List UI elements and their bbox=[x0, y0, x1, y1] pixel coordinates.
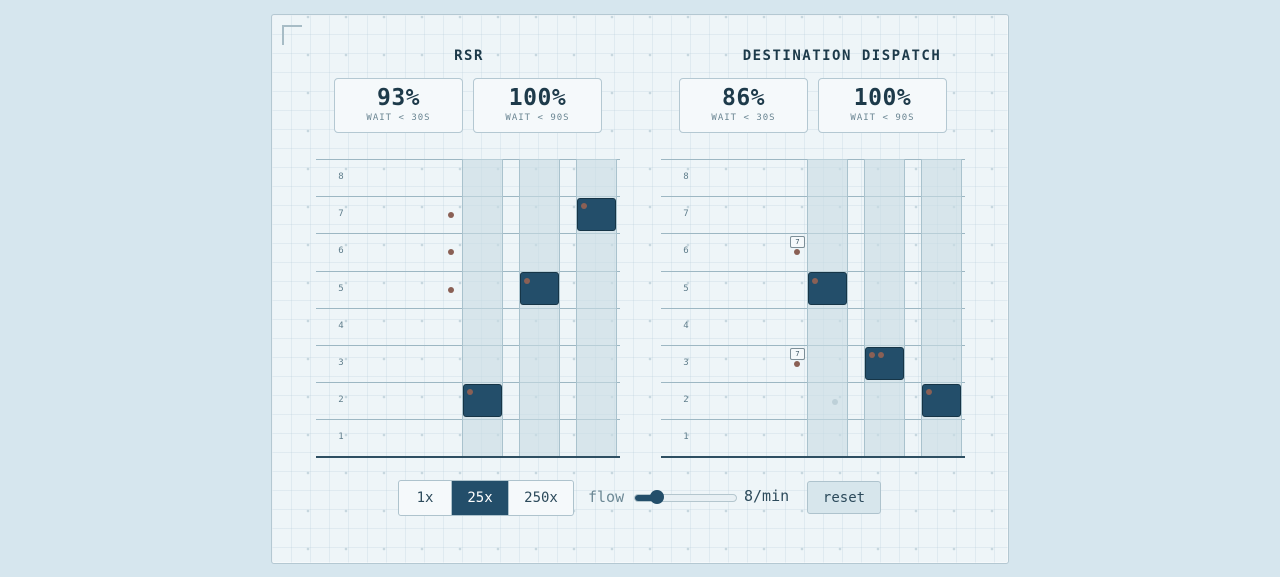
rider-dot bbox=[581, 203, 587, 210]
section-title-destination-dispatch: DESTINATION DISPATCH bbox=[742, 48, 942, 64]
flow-value: 8/min bbox=[744, 487, 790, 505]
floor-number: 1 bbox=[683, 432, 689, 443]
waiting-rider-dot bbox=[794, 361, 800, 367]
stat-rsr-wait-30: 93% WAIT < 30S bbox=[334, 78, 463, 133]
floor-number: 6 bbox=[338, 246, 344, 257]
destination-tag: 7 bbox=[790, 348, 805, 360]
floor-number: 4 bbox=[338, 320, 344, 331]
stat-dd-wait-90: 100% WAIT < 90S bbox=[818, 78, 947, 133]
floor-number: 2 bbox=[683, 395, 689, 406]
speed-button-1x[interactable]: 1x bbox=[416, 490, 434, 506]
floor-number: 4 bbox=[683, 320, 689, 331]
floor-number: 1 bbox=[338, 432, 344, 443]
floor-number: 2 bbox=[338, 395, 344, 406]
elevator-shaft bbox=[519, 159, 560, 456]
flow-slider-fill bbox=[635, 495, 658, 501]
rider-dot bbox=[926, 389, 932, 396]
stat-dd-wait-30: 86% WAIT < 30S bbox=[679, 78, 808, 133]
floor-number: 6 bbox=[683, 246, 689, 257]
speed-button-25x[interactable]: 25x bbox=[451, 481, 508, 515]
speed-button-250x[interactable]: 250x bbox=[508, 481, 573, 515]
waiting-rider-dot bbox=[794, 249, 800, 256]
rider-dot bbox=[524, 277, 530, 284]
reset-button[interactable]: reset bbox=[807, 481, 881, 514]
floor-number: 3 bbox=[683, 358, 689, 368]
speed-selector: 1x 25x 250x bbox=[398, 480, 574, 516]
rider-dot bbox=[467, 389, 473, 396]
stat-label: WAIT < 30S bbox=[711, 113, 776, 123]
floor-number: 5 bbox=[338, 283, 344, 294]
elevator-shaft bbox=[864, 159, 905, 456]
ground-line bbox=[316, 455, 620, 458]
floor-number: 7 bbox=[683, 209, 689, 220]
shaft-area-destination-dispatch: 8 7 6 5 4 3 2 1 7 7 bbox=[661, 159, 965, 458]
stat-label: WAIT < 90S bbox=[850, 113, 915, 123]
section-title-rsr: RSR bbox=[454, 48, 484, 64]
simulator-panel: RSR 93% WAIT < 30S 100% WAIT < 90S 8 7 6 5 4… bbox=[271, 14, 1009, 564]
destination-tag: 7 bbox=[790, 236, 805, 249]
elevator-shaft bbox=[807, 159, 848, 456]
ground-line bbox=[661, 455, 965, 458]
stat-value: 100% bbox=[853, 85, 912, 111]
floor-number: 7 bbox=[338, 209, 344, 220]
rider-dot bbox=[812, 277, 818, 284]
waiting-rider-dot bbox=[448, 249, 454, 256]
rider-dot bbox=[869, 352, 875, 358]
shaft-area-rsr: 8 7 6 5 4 3 2 1 bbox=[316, 159, 620, 458]
flow-slider[interactable] bbox=[634, 490, 737, 504]
flow-slider-thumb[interactable] bbox=[650, 490, 665, 504]
stat-rsr-wait-90: 100% WAIT < 90S bbox=[473, 78, 602, 133]
stat-label: WAIT < 90S bbox=[505, 113, 570, 123]
rider-dot bbox=[878, 352, 884, 358]
stat-value: 86% bbox=[721, 85, 766, 111]
stat-value: 93% bbox=[376, 85, 421, 111]
faded-rider-dot bbox=[832, 399, 838, 406]
floor-number: 8 bbox=[683, 172, 689, 182]
stat-value: 100% bbox=[508, 85, 567, 111]
floor-number: 8 bbox=[338, 172, 344, 182]
stat-label: WAIT < 30S bbox=[366, 113, 431, 123]
floor-number: 5 bbox=[683, 283, 689, 294]
waiting-rider-dot bbox=[448, 286, 454, 293]
flow-label: flow bbox=[588, 488, 625, 506]
waiting-rider-dot bbox=[448, 212, 454, 219]
corner-bracket-icon bbox=[282, 25, 302, 45]
floor-number: 3 bbox=[338, 358, 344, 368]
